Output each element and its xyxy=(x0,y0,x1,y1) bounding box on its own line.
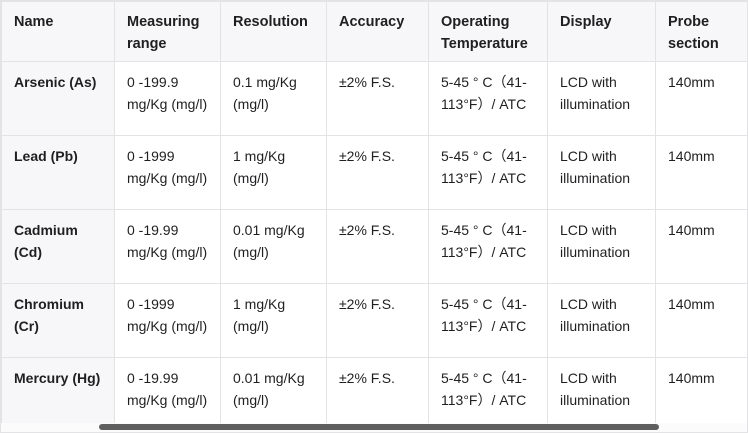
row-header: Chromium (Cr) xyxy=(1,283,115,358)
column-header-display: Display xyxy=(547,1,656,62)
table-row-chromium: Chromium (Cr) 0 -1999 mg/Kg (mg/l) 1 mg/… xyxy=(1,283,747,358)
table-cell-probe-section: 140mm xyxy=(655,283,747,358)
column-header-resolution: Resolution xyxy=(220,1,327,62)
table-cell-display: LCD with illumination xyxy=(547,135,656,210)
table-cell-accuracy: ±2% F.S. xyxy=(326,283,429,358)
column-header-measuring-range: Measuring range xyxy=(114,1,221,62)
table-row-mercury: Mercury (Hg) 0 -19.99 mg/Kg (mg/l) 0.01 … xyxy=(1,357,747,432)
table-cell-probe-section: 140mm xyxy=(655,135,747,210)
horizontal-scrollbar[interactable] xyxy=(1,423,747,432)
table-row-lead: Lead (Pb) 0 -1999 mg/Kg (mg/l) 1 mg/Kg (… xyxy=(1,135,747,210)
scrollbar-thumb[interactable] xyxy=(99,424,659,430)
table-row-arsenic: Arsenic (As) 0 -199.9 mg/Kg (mg/l) 0.1 m… xyxy=(1,61,747,136)
header-row: Name Measuring range Resolution Accuracy… xyxy=(1,1,747,62)
table-cell-display: LCD with illumination xyxy=(547,357,656,432)
row-header: Arsenic (As) xyxy=(1,61,115,136)
table-cell-accuracy: ±2% F.S. xyxy=(326,209,429,284)
table-cell-probe-section: 140mm xyxy=(655,61,747,136)
table-cell-resolution: 0.01 mg/Kg (mg/l) xyxy=(220,357,327,432)
table-cell-display: LCD with illumination xyxy=(547,209,656,284)
table-cell-measuring-range: 0 -199.9 mg/Kg (mg/l) xyxy=(114,61,221,136)
table-cell-operating-temperature: 5-45 ° C（41-113°F）/ ATC xyxy=(428,357,548,432)
table-cell-accuracy: ±2% F.S. xyxy=(326,357,429,432)
table-cell-measuring-range: 0 -19.99 mg/Kg (mg/l) xyxy=(114,357,221,432)
column-header-name: Name xyxy=(1,1,115,62)
table-cell-resolution: 1 mg/Kg (mg/l) xyxy=(220,283,327,358)
column-header-accuracy: Accuracy xyxy=(326,1,429,62)
table-cell-measuring-range: 0 -19.99 mg/Kg (mg/l) xyxy=(114,209,221,284)
column-header-probe-section: Probe section xyxy=(655,1,747,62)
table-cell-probe-section: 140mm xyxy=(655,357,747,432)
table-cell-measuring-range: 0 -1999 mg/Kg (mg/l) xyxy=(114,283,221,358)
table-cell-display: LCD with illumination xyxy=(547,61,656,136)
table-cell-resolution: 0.01 mg/Kg (mg/l) xyxy=(220,209,327,284)
table-cell-resolution: 0.1 mg/Kg (mg/l) xyxy=(220,61,327,136)
table-row-cadmium: Cadmium (Cd) 0 -19.99 mg/Kg (mg/l) 0.01 … xyxy=(1,209,747,284)
table-cell-operating-temperature: 5-45 ° C（41-113°F）/ ATC xyxy=(428,283,548,358)
table-cell-operating-temperature: 5-45 ° C（41-113°F）/ ATC xyxy=(428,209,548,284)
row-header: Lead (Pb) xyxy=(1,135,115,210)
column-header-operating-temperature: Operating Temperature xyxy=(428,1,548,62)
table-cell-accuracy: ±2% F.S. xyxy=(326,135,429,210)
table-cell-accuracy: ±2% F.S. xyxy=(326,61,429,136)
table-cell-measuring-range: 0 -1999 mg/Kg (mg/l) xyxy=(114,135,221,210)
table-cell-operating-temperature: 5-45 ° C（41-113°F）/ ATC xyxy=(428,61,548,136)
row-header: Cadmium (Cd) xyxy=(1,209,115,284)
table-cell-probe-section: 140mm xyxy=(655,209,747,284)
row-header: Mercury (Hg) xyxy=(1,357,115,432)
table-cell-operating-temperature: 5-45 ° C（41-113°F）/ ATC xyxy=(428,135,548,210)
table-cell-display: LCD with illumination xyxy=(547,283,656,358)
table-cell-resolution: 1 mg/Kg (mg/l) xyxy=(220,135,327,210)
